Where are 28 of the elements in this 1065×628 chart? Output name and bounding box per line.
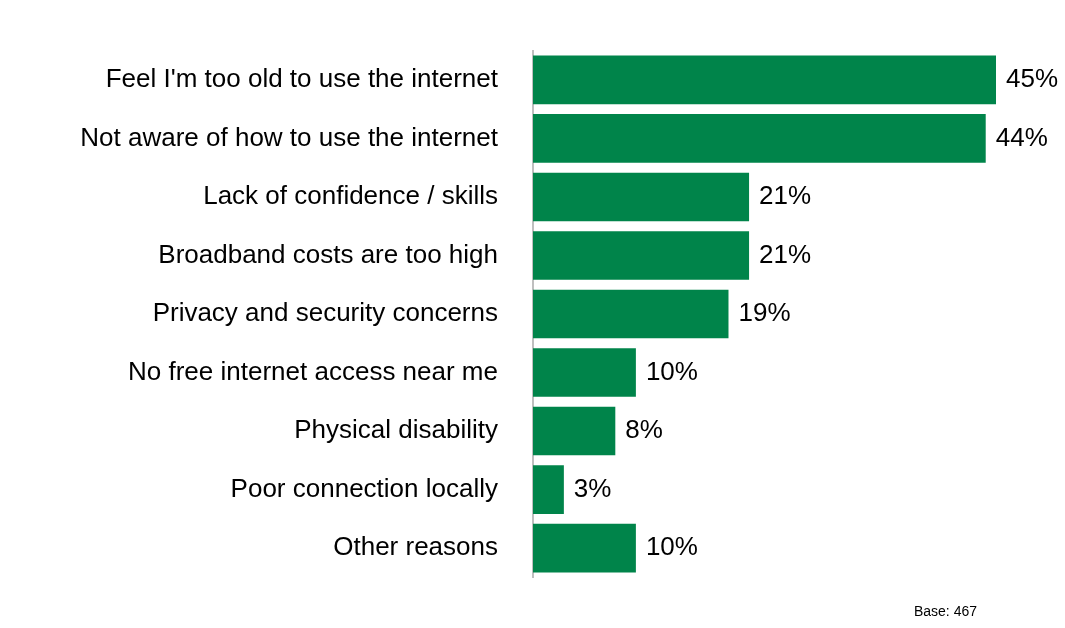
data-label: 21% [759, 238, 812, 269]
bar [533, 289, 729, 339]
data-label: 10% [645, 531, 698, 562]
data-label: 45% [1006, 63, 1059, 94]
bar [533, 55, 996, 105]
bar [533, 523, 636, 573]
y-tick-label: Other reasons [333, 531, 498, 562]
y-tick-label: Privacy and security concerns [152, 297, 498, 328]
data-label: 19% [738, 297, 791, 328]
bar [533, 465, 564, 514]
bar [533, 348, 636, 397]
text: Base: 467 [913, 602, 978, 619]
data-label: 44% [995, 121, 1048, 152]
data-label: 8% [625, 414, 663, 445]
data-label: 10% [645, 355, 698, 386]
data-label: 21% [759, 180, 812, 211]
y-tick-label: Feel I'm too old to use the internet [105, 63, 499, 94]
y-tick-label: Poor connection locally [230, 472, 498, 503]
y-tick-label: Not aware of how to use the internet [80, 121, 499, 152]
bar [533, 231, 750, 280]
bar [533, 114, 986, 163]
y-tick-label: No free internet access near me [128, 355, 498, 386]
bar [533, 406, 616, 456]
y-tick-label: Lack of confidence / skills [203, 180, 498, 211]
y-tick-label: Broadband costs are too high [158, 238, 498, 269]
data-label: 3% [573, 472, 612, 503]
bar [533, 172, 750, 222]
y-tick-label: Physical disability [294, 414, 498, 445]
